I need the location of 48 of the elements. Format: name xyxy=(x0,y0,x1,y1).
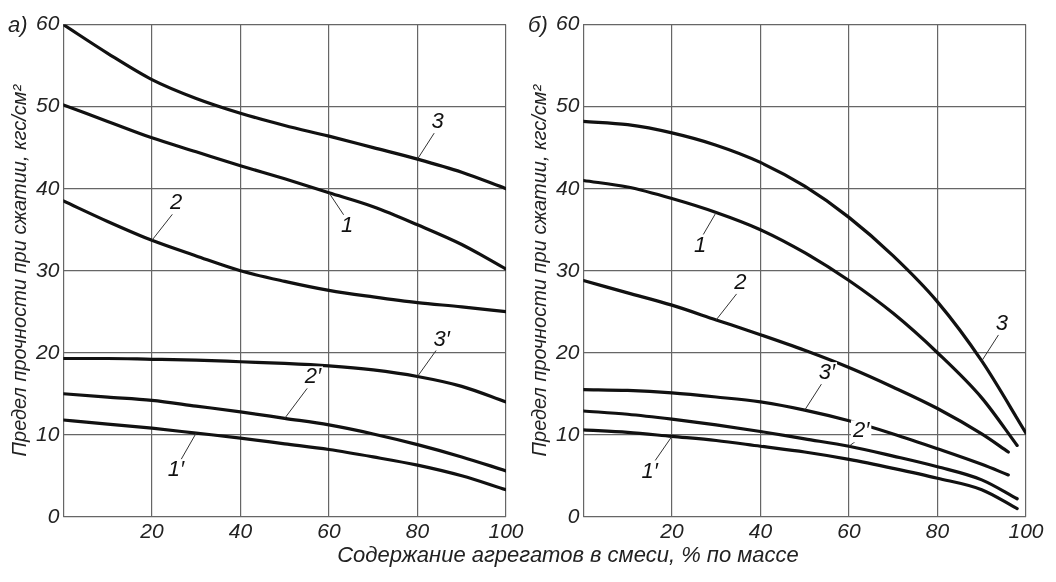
y-tick-label: 60 xyxy=(556,11,580,35)
series-label: 3′ xyxy=(818,359,836,385)
line-series xyxy=(63,356,506,404)
series-label: 3 xyxy=(995,310,1009,336)
y-tick-label: 50 xyxy=(556,93,580,117)
series-label: 2 xyxy=(733,269,747,295)
x-tick-label: 20 xyxy=(659,519,684,543)
y-tick-label: 40 xyxy=(556,175,580,199)
series-label: 2′ xyxy=(303,363,322,389)
x-tick-label: 100 xyxy=(488,519,524,543)
line-series xyxy=(583,409,1019,501)
y-tick-label: 10 xyxy=(556,421,580,445)
chart-title: б) xyxy=(528,11,548,37)
x-tick-label: 100 xyxy=(1008,519,1044,543)
x-tick-label: 40 xyxy=(748,519,773,543)
y-tick-label: 0 xyxy=(567,503,580,527)
x-tick-label: 20 xyxy=(139,519,164,543)
line-series xyxy=(63,103,506,271)
line-series xyxy=(583,388,1010,477)
y-tick-label: 20 xyxy=(35,339,60,363)
series-label: 1′ xyxy=(167,456,186,482)
x-tick-label: 80 xyxy=(925,519,950,543)
x-tick-label: 40 xyxy=(228,519,253,543)
line-series xyxy=(583,119,1026,435)
x-axis-title: Содержание агрегатов в смеси, % по массе xyxy=(336,542,800,568)
y-tick-label: 30 xyxy=(556,257,580,281)
y-tick-label: 10 xyxy=(36,421,60,445)
series-label: 1′ xyxy=(641,457,659,483)
series-label: 2 xyxy=(168,189,183,215)
series-label: 3′ xyxy=(433,325,451,351)
x-tick-label: 60 xyxy=(837,519,861,543)
y-tick-label: 30 xyxy=(36,257,60,281)
y-tick-label: 60 xyxy=(36,11,60,35)
series-label: 3 xyxy=(431,108,445,134)
series-label: 2′ xyxy=(851,417,871,443)
x-tick-label: 80 xyxy=(405,519,430,543)
y-tick-label: 40 xyxy=(36,175,60,199)
y-axis-title: Предел прочности при сжатии, кгс/см² xyxy=(7,83,30,457)
y-axis-title: Предел прочности при сжатии, кгс/см² xyxy=(527,83,550,457)
series-label: 1 xyxy=(693,231,707,257)
chart-title: а) xyxy=(8,11,28,37)
line-series xyxy=(63,418,506,492)
series-label: 1 xyxy=(340,211,354,237)
x-tick-label: 60 xyxy=(317,519,341,543)
y-tick-label: 20 xyxy=(555,339,580,363)
line-series xyxy=(583,178,1019,448)
y-tick-label: 0 xyxy=(47,503,60,527)
y-tick-label: 50 xyxy=(36,93,60,117)
